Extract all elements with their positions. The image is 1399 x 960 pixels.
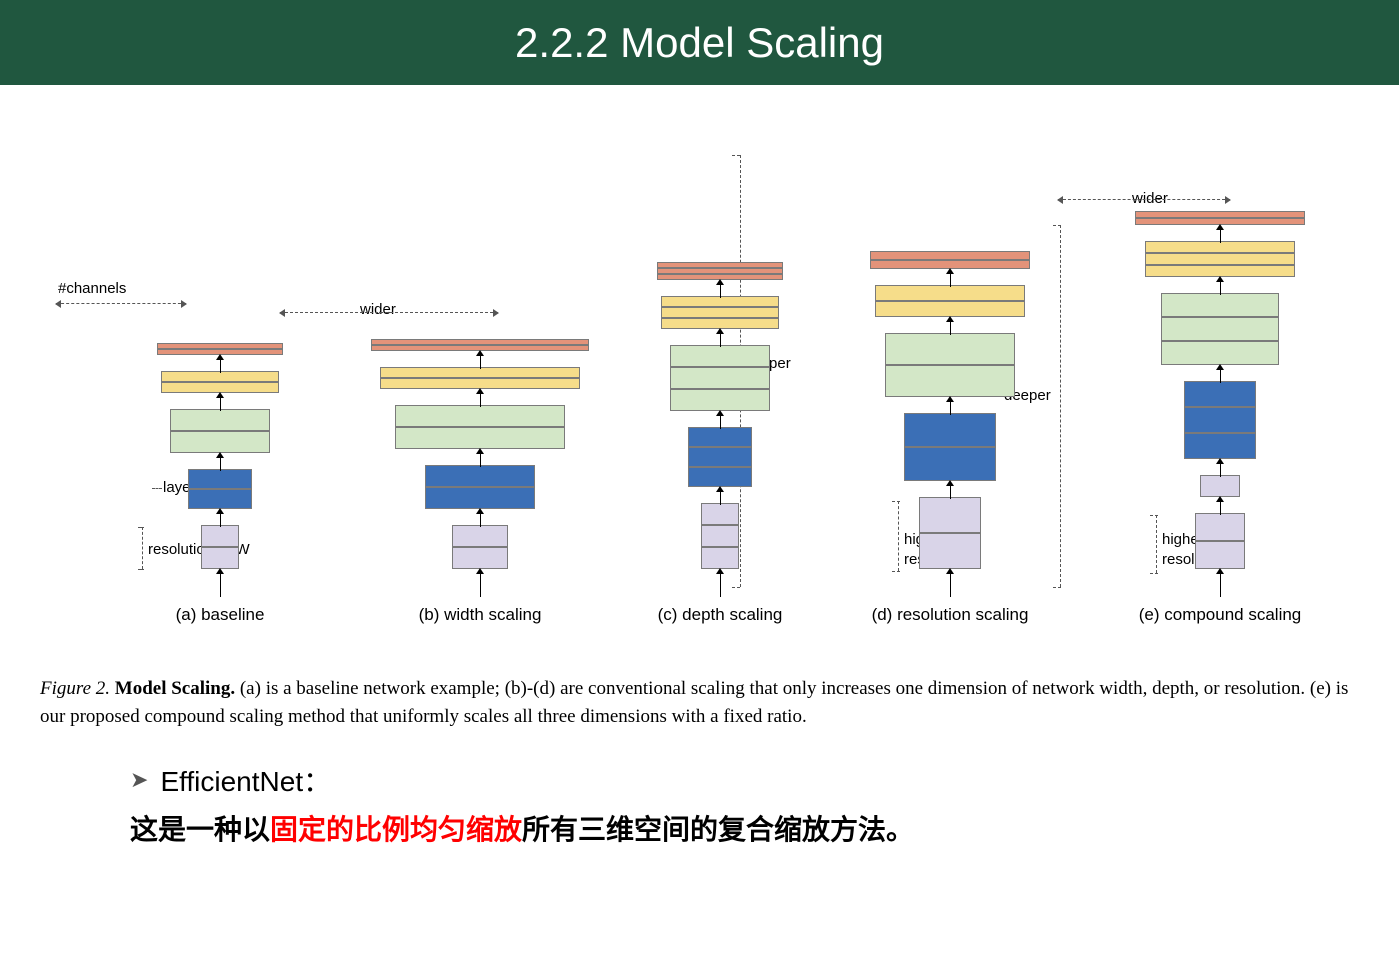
layer-box — [1184, 381, 1256, 407]
layer-box — [188, 469, 252, 489]
figure-caption: Figure 2. Model Scaling. (a) is a baseli… — [0, 665, 1399, 730]
layer-box — [904, 447, 996, 481]
bullet-marker-icon: ➤ — [130, 767, 148, 793]
layer-box — [395, 405, 565, 427]
layer-box — [1195, 541, 1245, 569]
layer-box — [1200, 475, 1240, 497]
layer-box — [670, 389, 770, 411]
layer-box — [701, 525, 739, 547]
layer-box — [688, 427, 752, 447]
desc-red: 固定的比例均匀缩放 — [270, 814, 522, 845]
diagram-column-d: (d) resolution scaling — [840, 85, 1060, 625]
layer-box — [885, 365, 1015, 397]
layer-box — [688, 447, 752, 467]
layer-box — [170, 431, 270, 453]
layer-box — [1145, 253, 1295, 265]
layer-box — [452, 547, 508, 569]
layer-box — [919, 497, 981, 533]
layer-box — [701, 503, 739, 525]
layer-box — [425, 465, 535, 487]
column-label: (e) compound scaling — [1139, 605, 1302, 625]
layer-stack — [870, 251, 1030, 595]
desc-pre: 这是一种以 — [130, 814, 270, 845]
layer-box — [1184, 407, 1256, 433]
layer-stack — [657, 262, 783, 595]
layer-box — [1135, 211, 1305, 218]
desc-post: 所有三维空间的复合缩放方法。 — [522, 814, 914, 845]
caption-bold: Model Scaling. — [110, 678, 240, 699]
layer-box — [1161, 293, 1279, 317]
layer-box — [452, 525, 508, 547]
diagram-column-e: (e) compound scaling — [1100, 85, 1340, 625]
layer-box — [904, 413, 996, 447]
diagram-column-a: (a) baseline — [120, 85, 320, 625]
layer-box — [701, 547, 739, 569]
column-label: (d) resolution scaling — [872, 605, 1029, 625]
layer-box — [1195, 513, 1245, 541]
layer-box — [875, 285, 1025, 301]
layer-box — [1184, 433, 1256, 459]
layer-stack — [371, 339, 589, 595]
bullet-heading: EfficientNet： — [160, 760, 331, 800]
deeper-line-e — [1060, 225, 1061, 587]
layer-box — [661, 307, 779, 318]
layer-box — [425, 487, 535, 509]
layer-box — [919, 533, 981, 569]
layer-box — [1161, 341, 1279, 365]
bullet-description: 这是一种以固定的比例均匀缩放所有三维空间的复合缩放方法。 — [130, 808, 1399, 848]
figure-area: #channels layer_i resolution HxW wider d… — [0, 85, 1399, 665]
slide-header: 2.2.2 Model Scaling — [0, 0, 1399, 85]
layer-box — [1161, 317, 1279, 341]
slide-title: 2.2.2 Model Scaling — [515, 19, 884, 67]
layer-box — [875, 301, 1025, 317]
column-label: (a) baseline — [176, 605, 265, 625]
caption-prefix: Figure 2. — [40, 678, 110, 699]
layer-box — [670, 345, 770, 367]
diagram-column-b: (b) width scaling — [360, 85, 600, 625]
column-label: (b) width scaling — [419, 605, 542, 625]
diagram-column-c: (c) depth scaling — [620, 85, 820, 625]
layer-box — [170, 409, 270, 431]
layer-box — [670, 367, 770, 389]
layer-box — [201, 547, 239, 569]
bullet-block: ➤ EfficientNet： 这是一种以固定的比例均匀缩放所有三维空间的复合缩… — [0, 730, 1399, 848]
column-label: (c) depth scaling — [658, 605, 783, 625]
layer-box — [201, 525, 239, 547]
layer-box — [688, 467, 752, 487]
layer-box — [188, 489, 252, 509]
layer-box — [395, 427, 565, 449]
layer-stack — [1135, 211, 1305, 595]
annot-channels: #channels — [58, 280, 126, 297]
layer-box — [885, 333, 1015, 365]
bullet-heading-line: ➤ EfficientNet： — [130, 760, 1399, 800]
layer-box — [870, 251, 1030, 260]
layer-stack — [157, 343, 283, 595]
